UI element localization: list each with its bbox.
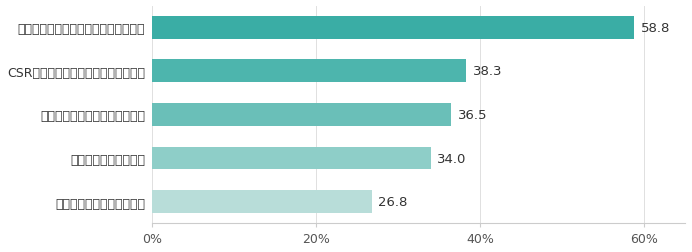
- Text: 26.8: 26.8: [379, 196, 408, 208]
- Text: 58.8: 58.8: [641, 22, 670, 35]
- Bar: [152, 191, 372, 213]
- Text: 36.5: 36.5: [458, 109, 487, 121]
- Text: 34.0: 34.0: [437, 152, 466, 165]
- Bar: [152, 60, 466, 83]
- Bar: [152, 147, 431, 170]
- Text: 38.3: 38.3: [473, 65, 502, 78]
- Bar: [152, 17, 634, 39]
- Bar: [152, 104, 451, 126]
